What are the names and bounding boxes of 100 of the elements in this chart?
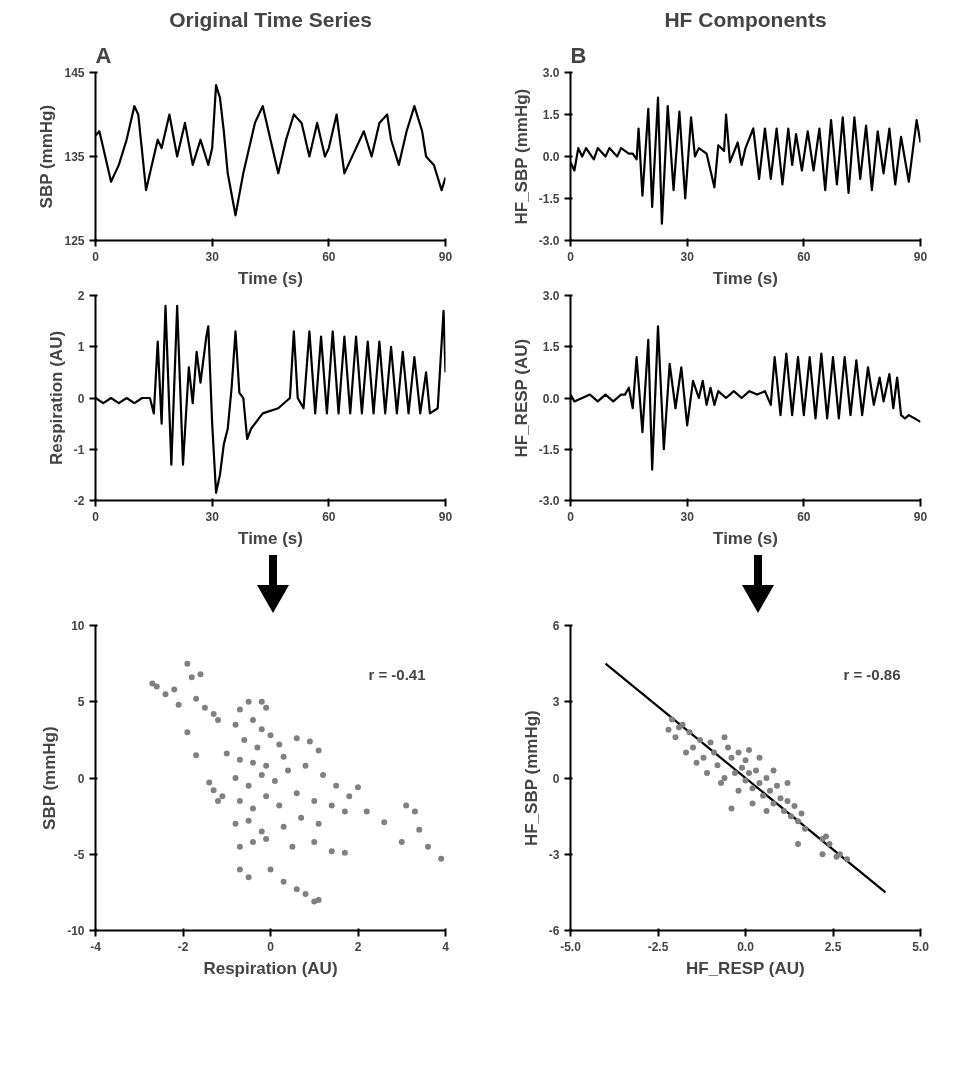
point — [746, 769, 752, 776]
y-tick-label: 135 — [64, 150, 85, 164]
y-tick-label: 3.0 — [542, 289, 560, 303]
point — [728, 754, 735, 761]
text: B — [570, 42, 587, 68]
y-tick-label: 0.0 — [542, 150, 560, 164]
point — [823, 833, 829, 840]
point — [777, 795, 784, 802]
point — [746, 747, 752, 754]
point — [802, 825, 808, 832]
point — [844, 856, 850, 863]
y-tick-label: -3.0 — [538, 494, 560, 508]
y-tick-label: 1.5 — [542, 108, 560, 122]
x-tick-label: 0 — [267, 939, 275, 954]
point — [767, 787, 773, 794]
point — [742, 777, 749, 784]
x-tick-label: 0 — [92, 249, 100, 264]
point — [770, 800, 777, 807]
point — [791, 802, 798, 809]
y-tick-label: -2 — [73, 494, 85, 508]
point — [784, 797, 791, 804]
y-tick-label: -10 — [67, 924, 85, 938]
y-tick-label: 125 — [64, 234, 85, 248]
point — [749, 800, 756, 807]
y-tick-label: 3 — [552, 695, 560, 710]
point — [749, 785, 756, 792]
point — [833, 853, 840, 860]
annotation: r = -0.86 — [843, 665, 901, 683]
point — [721, 734, 728, 741]
point — [819, 851, 826, 858]
x-tick-label: 0 — [567, 509, 575, 524]
x-tick-label: 90 — [438, 509, 453, 524]
y-axis-title: Respiration (AU) — [46, 330, 66, 466]
y-tick-label: -3 — [548, 847, 560, 862]
point — [763, 775, 770, 781]
point — [795, 841, 801, 848]
x-axis-title: Time (s) — [238, 268, 303, 288]
point — [735, 787, 742, 794]
point — [788, 813, 794, 820]
x-tick-label: 2 — [354, 939, 362, 954]
point — [739, 764, 745, 771]
x-tick-label: 4 — [442, 939, 450, 954]
y-tick-label: -1.5 — [538, 442, 560, 457]
x-tick-label: 30 — [205, 249, 220, 264]
chart-title: Original Time Series — [169, 7, 372, 31]
point — [679, 721, 686, 728]
x-tick-label: 60 — [797, 509, 811, 524]
x-tick-label: -4 — [90, 939, 102, 954]
y-tick-label: 3.0 — [542, 66, 560, 80]
point — [683, 749, 689, 756]
point — [756, 780, 763, 787]
x-tick-label: 90 — [913, 249, 928, 264]
x-axis-title: Time (s) — [238, 528, 303, 548]
x-tick-label: 30 — [680, 509, 695, 524]
point — [700, 754, 707, 761]
x-tick-label: 60 — [322, 509, 336, 524]
x-tick-label: 60 — [797, 249, 811, 264]
x-tick-label: 0.0 — [737, 939, 755, 954]
x-tick-label: 0 — [92, 509, 100, 524]
y-axis-title: HF_RESP (AU) — [511, 338, 531, 458]
y-tick-label: 5 — [77, 695, 85, 710]
point — [725, 744, 731, 751]
x-tick-label: 60 — [322, 249, 336, 264]
point — [728, 805, 735, 812]
point — [770, 767, 777, 774]
point — [669, 716, 675, 723]
y-tick-label: 6 — [552, 619, 560, 633]
y-tick-label: -5 — [73, 847, 85, 862]
point — [697, 736, 703, 743]
annotation: r = -0.41 — [368, 665, 426, 683]
point — [693, 759, 700, 766]
y-axis-title: SBP (mmHg) — [40, 726, 60, 830]
point — [665, 726, 672, 733]
y-tick-label: -1.5 — [538, 192, 560, 206]
y-tick-label: 10 — [71, 619, 85, 633]
point — [721, 775, 728, 781]
point — [781, 808, 787, 815]
point — [672, 734, 679, 741]
y-tick-label: 2 — [77, 289, 85, 303]
point — [732, 769, 738, 776]
x-tick-label: -2 — [177, 939, 189, 954]
point — [753, 767, 759, 774]
x-tick-label: 30 — [680, 249, 695, 264]
x-tick-label: 2.5 — [824, 939, 842, 954]
point — [707, 739, 714, 746]
x-tick-label: 30 — [205, 509, 220, 524]
x-axis-title: Respiration (AU) — [203, 958, 338, 978]
y-tick-label: 1.5 — [542, 340, 560, 355]
x-tick-label: -2.5 — [647, 939, 669, 954]
x-tick-label: 90 — [913, 509, 928, 524]
y-tick-label: -6 — [548, 924, 560, 938]
x-axis-title: Time (s) — [713, 528, 778, 548]
y-tick-label: 0.0 — [542, 391, 560, 406]
point — [686, 729, 693, 736]
point — [826, 841, 833, 848]
y-tick-label: -3.0 — [538, 234, 560, 248]
point — [735, 749, 742, 756]
y-tick-label: -1 — [73, 442, 85, 457]
y-tick-label: 1 — [77, 340, 85, 355]
point — [763, 808, 770, 815]
